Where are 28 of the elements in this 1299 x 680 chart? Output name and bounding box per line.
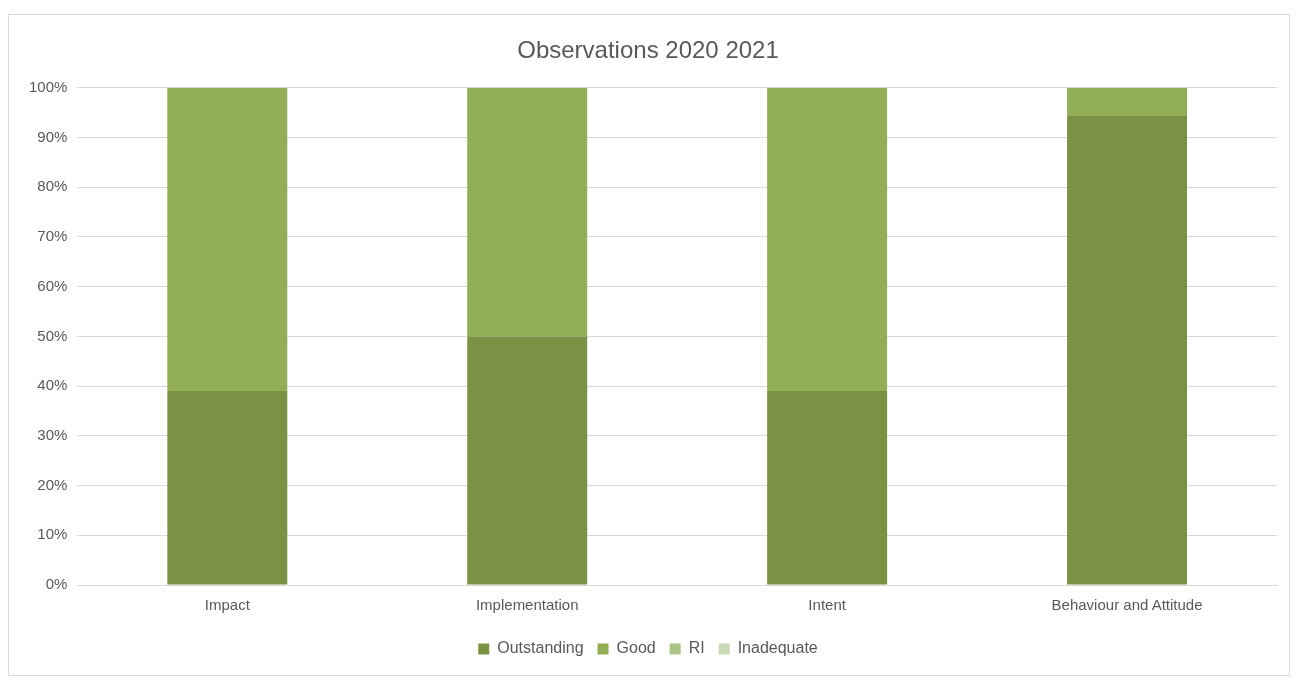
legend-label: Outstanding [497, 639, 584, 657]
y-tick-label: 20% [37, 475, 68, 493]
legend-label: RI [688, 639, 705, 657]
bar [767, 391, 888, 585]
y-tick-label: 0% [45, 575, 68, 593]
bar [467, 87, 588, 337]
x-tick-label: Impact [204, 596, 251, 614]
y-tick-label: 90% [37, 127, 68, 145]
legend-label: Good [616, 639, 656, 657]
bar [767, 87, 888, 392]
chart-title: Observations 2020 2021 [517, 36, 779, 64]
y-tick-label: 70% [37, 227, 68, 245]
legend-label: Inadequate [737, 639, 818, 657]
y-tick-label: 10% [37, 525, 68, 543]
bar [167, 87, 288, 392]
bar [1067, 87, 1188, 116]
y-tick-label: 80% [37, 177, 68, 195]
y-tick-label: 50% [37, 326, 68, 344]
bar [1067, 115, 1188, 585]
bar [467, 336, 588, 585]
y-tick-label: 60% [37, 276, 68, 294]
y-tick-label: 30% [37, 425, 68, 443]
x-tick-label: Intent [808, 596, 847, 614]
y-tick-label: 100% [28, 77, 68, 95]
x-tick-label: Behaviour and Attitude [1051, 596, 1203, 614]
bar [167, 391, 288, 585]
x-tick-label: Implementation [475, 596, 579, 614]
y-tick-label: 40% [37, 376, 68, 394]
